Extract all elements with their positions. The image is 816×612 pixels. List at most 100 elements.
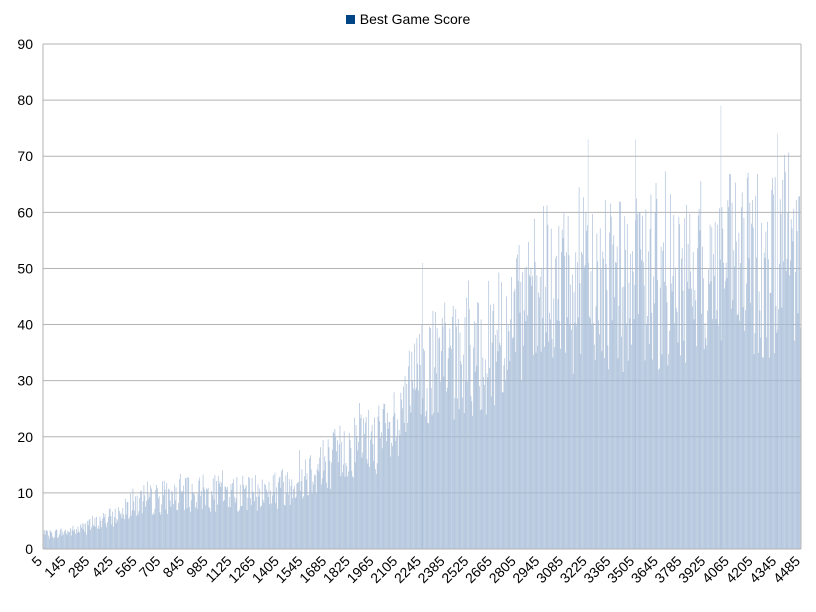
y-tick-label: 20	[17, 429, 33, 445]
bar	[166, 482, 168, 549]
bar	[566, 317, 568, 549]
bar	[44, 534, 46, 549]
bar	[651, 312, 653, 549]
bar	[484, 384, 485, 549]
bar	[69, 532, 70, 549]
y-tick-label: 10	[17, 485, 33, 501]
bar	[775, 306, 777, 549]
bar-peak	[587, 139, 589, 549]
bar	[216, 481, 217, 549]
bar	[539, 297, 540, 549]
bar	[585, 212, 587, 549]
bar	[352, 476, 353, 549]
bar	[188, 478, 190, 549]
bar	[686, 281, 688, 549]
bar	[286, 492, 288, 549]
bar	[67, 530, 69, 549]
bar	[299, 450, 300, 549]
bar	[733, 250, 735, 549]
bar	[424, 416, 426, 549]
bar	[566, 252, 567, 550]
bar	[232, 482, 234, 549]
bar	[359, 402, 360, 549]
bar	[452, 316, 453, 549]
bar	[70, 535, 72, 549]
bar	[217, 504, 218, 549]
bar	[504, 358, 506, 549]
bar	[532, 275, 533, 549]
bar	[211, 490, 212, 549]
bar	[336, 451, 337, 549]
bar	[185, 478, 187, 549]
bar	[773, 353, 775, 549]
bar	[130, 515, 132, 549]
bar	[313, 484, 315, 549]
bar	[201, 509, 203, 549]
bar	[384, 404, 386, 549]
bar	[270, 490, 272, 549]
bar	[603, 258, 604, 549]
bar	[506, 369, 508, 549]
bar	[556, 320, 558, 549]
bar	[125, 514, 127, 549]
bar	[48, 538, 50, 549]
bar	[168, 489, 170, 549]
bar	[645, 209, 647, 550]
bar	[192, 492, 194, 549]
bar	[633, 318, 635, 549]
bar	[116, 518, 118, 549]
bar	[135, 496, 136, 549]
bar	[714, 221, 716, 549]
bar	[377, 416, 379, 549]
bar	[648, 344, 650, 549]
bar	[578, 187, 580, 549]
bar	[673, 215, 675, 549]
bar	[77, 526, 79, 549]
bar	[631, 251, 633, 550]
bar	[364, 422, 366, 549]
bar	[173, 504, 174, 549]
bar	[367, 463, 369, 549]
bar	[641, 260, 643, 549]
bar	[130, 493, 131, 549]
bar	[601, 351, 603, 549]
bar	[625, 249, 626, 549]
bar	[321, 478, 323, 549]
bar	[721, 207, 723, 550]
bar	[705, 338, 707, 549]
bar	[363, 418, 364, 549]
bar	[330, 488, 332, 549]
bar	[194, 495, 195, 549]
bar	[753, 354, 755, 549]
bar	[446, 391, 447, 549]
bar	[248, 476, 250, 549]
bar	[589, 318, 591, 549]
bar	[462, 397, 463, 549]
bar	[698, 208, 700, 549]
bar	[768, 357, 770, 549]
bar	[683, 340, 685, 549]
bar	[785, 271, 787, 549]
bar	[205, 505, 206, 549]
bar	[542, 318, 544, 549]
bar	[744, 330, 746, 549]
bar	[442, 326, 444, 549]
bar	[106, 527, 108, 549]
bar	[609, 232, 610, 549]
y-tick-label: 0	[25, 541, 33, 557]
bar	[454, 397, 456, 549]
bar	[425, 410, 427, 549]
bar	[177, 510, 179, 549]
bar	[86, 520, 88, 549]
bar	[268, 481, 270, 549]
bar	[610, 216, 612, 549]
bar	[413, 343, 415, 549]
bar	[120, 513, 122, 549]
bar	[391, 442, 392, 549]
bar	[97, 525, 99, 549]
bar	[168, 488, 169, 549]
bar	[127, 501, 129, 549]
bar	[471, 401, 473, 549]
bar	[137, 514, 139, 549]
y-tick-label: 40	[17, 317, 33, 333]
